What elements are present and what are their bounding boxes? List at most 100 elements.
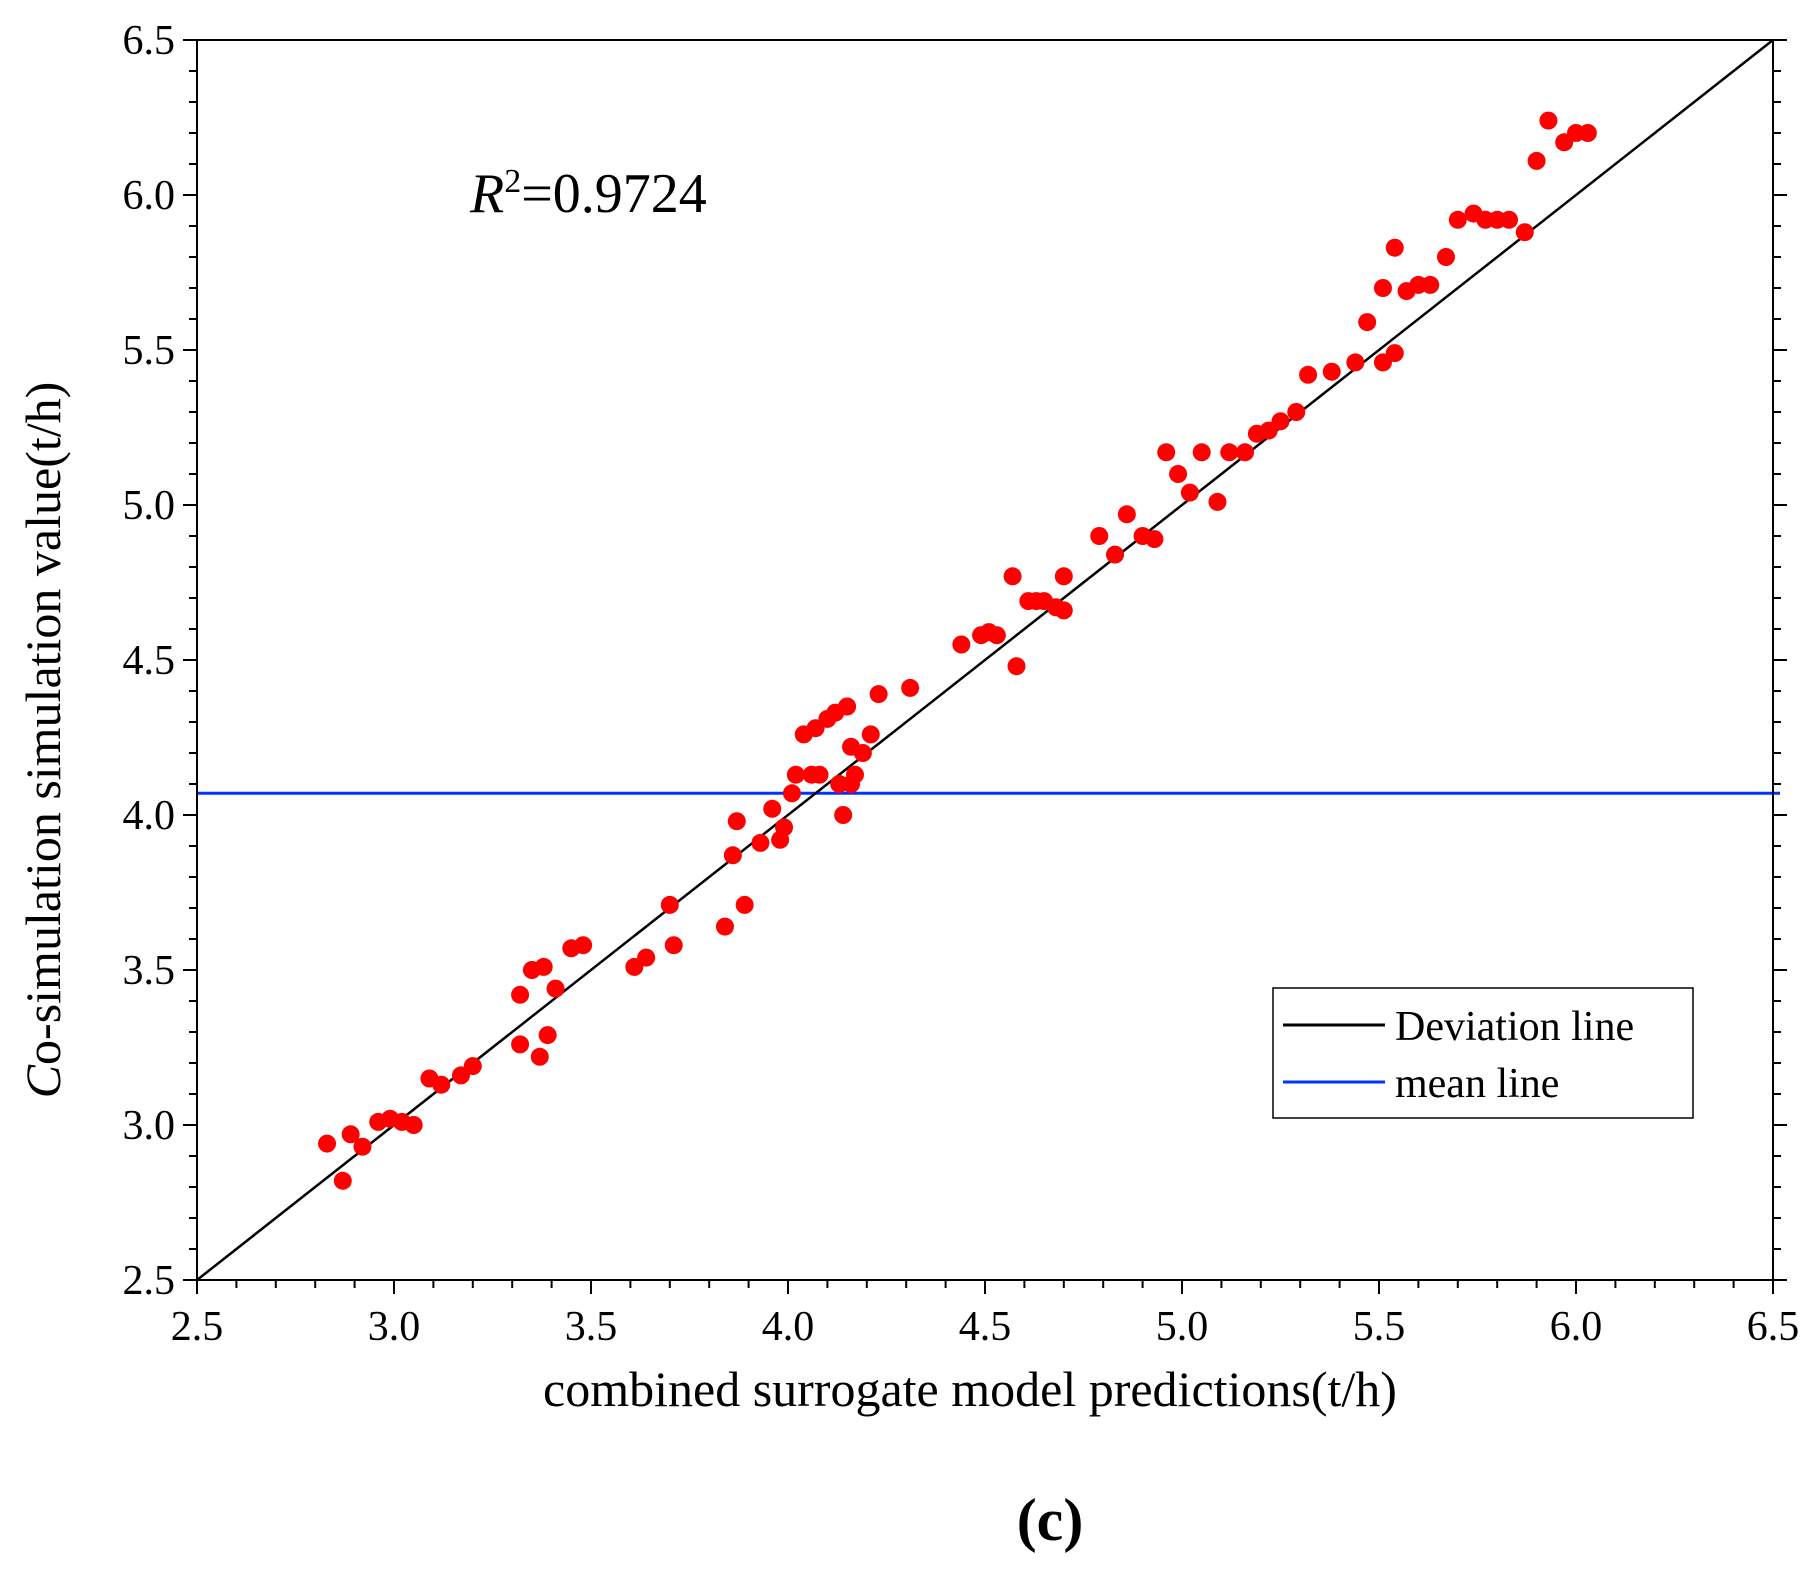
- r-superscript: 2: [504, 163, 521, 200]
- y-tick-label: 3.5: [123, 948, 176, 994]
- data-point: [1054, 567, 1073, 586]
- x-axis-title: combined surrogate model predictions(t/h…: [543, 1361, 1397, 1417]
- data-point: [574, 936, 593, 955]
- data-point: [1169, 465, 1188, 483]
- data-point: [511, 1035, 530, 1054]
- data-point: [341, 1125, 360, 1144]
- data-point: [834, 806, 853, 824]
- data-point: [1515, 223, 1534, 242]
- data-point: [786, 765, 805, 784]
- data-point: [1358, 313, 1377, 332]
- r-symbol: R: [469, 163, 504, 225]
- data-point: [1271, 412, 1290, 431]
- y-axis-title: Co-simulation simulation value(t/h): [15, 382, 71, 1099]
- data-point: [1385, 238, 1404, 257]
- data-point: [763, 799, 782, 818]
- data-point: [546, 979, 565, 998]
- y-axis-title-rest: o-simulation simulation value(t/h): [15, 382, 71, 1065]
- data-point: [869, 685, 888, 704]
- legend-box: [1272, 987, 1694, 1119]
- data-point: [853, 744, 872, 762]
- data-point: [463, 1057, 482, 1076]
- data-point: [1500, 210, 1519, 229]
- axes: 2.5 3.0 3.5 4.0 4.5 5.0 5.5 6.0 6.5 2.5 3.0 3.5 4.0 4…: [123, 18, 1800, 1350]
- legend: Deviation line mean line: [1272, 987, 1694, 1119]
- y-tick-label: 4.0: [123, 793, 176, 839]
- x-tick-label: 3.0: [368, 1304, 421, 1350]
- data-point: [353, 1137, 372, 1156]
- data-point: [1117, 505, 1136, 524]
- data-point: [1003, 567, 1022, 586]
- data-point: [775, 818, 794, 837]
- data-point: [1192, 443, 1211, 462]
- x-tick-label: 4.0: [762, 1304, 815, 1350]
- data-point: [715, 917, 734, 936]
- x-tick-label: 2.5: [171, 1304, 224, 1350]
- data-point: [637, 948, 656, 967]
- x-tick-label: 5.0: [1156, 1304, 1209, 1350]
- x-tick-label: 4.5: [959, 1304, 1012, 1350]
- data-point: [1220, 443, 1239, 462]
- data-point: [432, 1075, 451, 1094]
- plot-area: [196, 39, 1780, 1281]
- data-point: [404, 1116, 423, 1134]
- data-point: [1527, 151, 1546, 170]
- data-point: [723, 846, 742, 865]
- x-tick-label: 6.5: [1747, 1304, 1800, 1350]
- data-point: [1054, 601, 1073, 620]
- y-axis-title-initial: C: [15, 1064, 71, 1098]
- data-point: [1236, 443, 1255, 462]
- y-tick-label: 6.5: [123, 18, 176, 64]
- data-point: [1208, 492, 1227, 511]
- data-point: [1385, 344, 1404, 363]
- data-point: [1287, 403, 1306, 421]
- data-point: [901, 678, 920, 697]
- y-tick-label: 4.5: [123, 638, 176, 684]
- data-point: [1157, 443, 1176, 462]
- data-point: [1106, 545, 1125, 564]
- data-point: [534, 957, 553, 976]
- data-point: [1346, 353, 1365, 372]
- data-point: [838, 697, 857, 716]
- data-point: [1448, 210, 1467, 229]
- data-point: [1145, 530, 1164, 549]
- data-point: [538, 1026, 557, 1045]
- data-point: [1322, 362, 1341, 381]
- data-point: [664, 936, 683, 955]
- data-point: [782, 784, 801, 803]
- r-squared-value: =0.9724: [521, 163, 707, 225]
- data-point: [318, 1134, 337, 1153]
- data-point: [1539, 111, 1558, 130]
- legend-deviation-label: Deviation line: [1395, 1004, 1634, 1050]
- y-tick-label: 6.0: [123, 173, 176, 219]
- data-point: [735, 895, 754, 914]
- data-point: [810, 765, 829, 784]
- data-point: [1299, 365, 1318, 384]
- x-tick-label: 6.0: [1550, 1304, 1603, 1350]
- r-squared-annotation: R2=0.9724: [469, 163, 707, 225]
- data-point: [511, 985, 530, 1004]
- x-tick-label: 5.5: [1353, 1304, 1406, 1350]
- y-tick-label: 3.0: [123, 1103, 176, 1149]
- data-point: [727, 812, 746, 831]
- data-point: [1007, 657, 1026, 676]
- y-tick-label: 5.5: [123, 328, 176, 374]
- data-point: [861, 725, 880, 744]
- data-point: [660, 895, 679, 914]
- data-point: [1578, 124, 1597, 142]
- y-tick-label: 2.5: [123, 1258, 176, 1304]
- y-tick-label: 5.0: [123, 483, 176, 529]
- data-point: [845, 765, 864, 784]
- x-tick-label: 3.5: [565, 1304, 618, 1350]
- legend-mean-label: mean line: [1395, 1061, 1559, 1107]
- data-point: [1090, 527, 1109, 545]
- data-point: [987, 626, 1006, 645]
- data-point: [1373, 279, 1392, 297]
- data-point: [1180, 483, 1199, 502]
- data-point: [952, 635, 971, 654]
- data-point: [1436, 248, 1455, 266]
- data-point: [1421, 275, 1440, 294]
- panel-label: (c): [1017, 1487, 1084, 1553]
- data-point: [530, 1047, 549, 1066]
